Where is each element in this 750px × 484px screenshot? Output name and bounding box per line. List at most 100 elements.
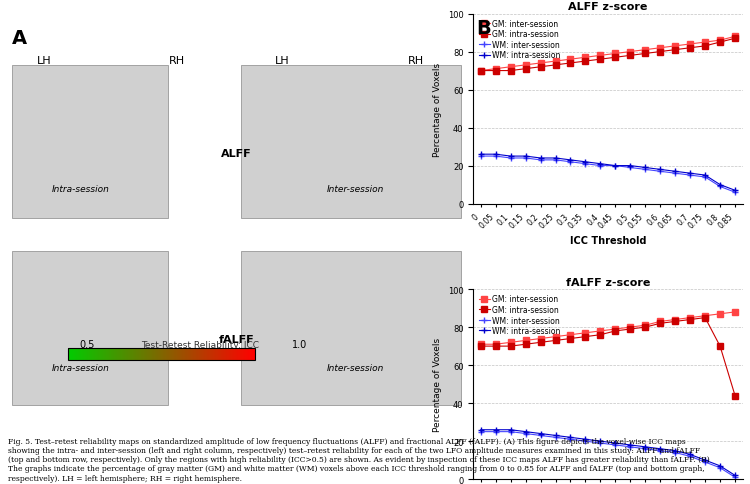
WM: intra-session: (3, 25): intra-session: (3, 25)	[521, 429, 530, 435]
WM: inter-session: (10, 17): inter-session: (10, 17)	[626, 444, 634, 450]
WM: intra-session: (1, 26): intra-session: (1, 26)	[491, 152, 500, 158]
WM: intra-session: (7, 22): intra-session: (7, 22)	[581, 160, 590, 166]
Text: Intra-session: Intra-session	[52, 184, 110, 193]
Line: WM: intra-session: WM: intra-session	[478, 427, 738, 478]
Text: A: A	[12, 29, 27, 47]
GM: intra-session: (9, 78): intra-session: (9, 78)	[610, 328, 620, 334]
WM: intra-session: (9, 19): intra-session: (9, 19)	[610, 440, 620, 446]
Text: Fig. 5. Test–retest reliability maps on standardized amplitude of low frequency : Fig. 5. Test–retest reliability maps on …	[8, 437, 710, 482]
GM: intra-session: (0, 70): intra-session: (0, 70)	[476, 69, 485, 75]
GM: inter-session: (11, 81): inter-session: (11, 81)	[640, 47, 650, 53]
GM: intra-session: (11, 80): intra-session: (11, 80)	[640, 325, 650, 331]
GM: inter-session: (9, 79): inter-session: (9, 79)	[610, 51, 620, 57]
Text: LH: LH	[37, 56, 52, 66]
GM: inter-session: (10, 80): inter-session: (10, 80)	[626, 49, 634, 55]
Text: 1.0: 1.0	[292, 339, 307, 349]
GM: intra-session: (16, 85): intra-session: (16, 85)	[716, 40, 724, 46]
GM: inter-session: (6, 76): inter-session: (6, 76)	[566, 57, 575, 63]
WM: intra-session: (10, 20): intra-session: (10, 20)	[626, 163, 634, 169]
GM: intra-session: (4, 72): intra-session: (4, 72)	[536, 340, 545, 346]
WM: inter-session: (8, 19): inter-session: (8, 19)	[596, 440, 605, 446]
Text: Test-Retest Reliability: ICC: Test-Retest Reliability: ICC	[141, 340, 259, 349]
WM: inter-session: (6, 21): inter-session: (6, 21)	[566, 437, 575, 442]
WM: inter-session: (10, 19): inter-session: (10, 19)	[626, 165, 634, 171]
GM: intra-session: (12, 80): intra-session: (12, 80)	[656, 49, 664, 55]
WM: intra-session: (13, 15): intra-session: (13, 15)	[670, 448, 680, 454]
WM: intra-session: (17, 7): intra-session: (17, 7)	[730, 188, 740, 194]
WM: inter-session: (0, 25): inter-session: (0, 25)	[476, 154, 485, 160]
WM: intra-session: (12, 16): intra-session: (12, 16)	[656, 446, 664, 452]
WM: inter-session: (16, 9): inter-session: (16, 9)	[716, 184, 724, 190]
GM: inter-session: (12, 82): inter-session: (12, 82)	[656, 46, 664, 52]
GM: intra-session: (8, 76): intra-session: (8, 76)	[596, 57, 605, 63]
GM: intra-session: (15, 83): intra-session: (15, 83)	[700, 44, 709, 50]
WM: intra-session: (4, 24): intra-session: (4, 24)	[536, 431, 545, 437]
WM: intra-session: (0, 26): intra-session: (0, 26)	[476, 427, 485, 433]
Line: GM: intra-session: GM: intra-session	[478, 36, 738, 74]
WM: inter-session: (4, 23): inter-session: (4, 23)	[536, 433, 545, 439]
GM: inter-session: (9, 79): inter-session: (9, 79)	[610, 326, 620, 332]
Text: LH: LH	[275, 56, 290, 66]
GM: inter-session: (15, 86): inter-session: (15, 86)	[700, 313, 709, 319]
WM: intra-session: (12, 18): intra-session: (12, 18)	[656, 167, 664, 173]
GM: inter-session: (14, 85): inter-session: (14, 85)	[686, 315, 694, 321]
WM: intra-session: (9, 20): intra-session: (9, 20)	[610, 163, 620, 169]
GM: inter-session: (8, 78): inter-session: (8, 78)	[596, 53, 605, 59]
Text: ALFF: ALFF	[221, 149, 252, 159]
X-axis label: ICC Threshold: ICC Threshold	[569, 236, 646, 246]
GM: inter-session: (8, 78): inter-session: (8, 78)	[596, 328, 605, 334]
GM: inter-session: (7, 77): inter-session: (7, 77)	[581, 330, 590, 336]
GM: intra-session: (5, 73): intra-session: (5, 73)	[551, 338, 560, 344]
Bar	[12, 66, 168, 219]
GM: inter-session: (2, 72): inter-session: (2, 72)	[506, 65, 515, 71]
GM: inter-session: (16, 86): inter-session: (16, 86)	[716, 38, 724, 44]
GM: intra-session: (9, 77): intra-session: (9, 77)	[610, 55, 620, 61]
GM: intra-session: (11, 79): intra-session: (11, 79)	[640, 51, 650, 57]
GM: inter-session: (0, 71): inter-session: (0, 71)	[476, 342, 485, 348]
WM: intra-session: (6, 22): intra-session: (6, 22)	[566, 435, 575, 440]
GM: intra-session: (13, 83): intra-session: (13, 83)	[670, 319, 680, 325]
Title: fALFF z-score: fALFF z-score	[566, 277, 650, 287]
Line: GM: inter-session: GM: inter-session	[478, 34, 738, 74]
WM: inter-session: (14, 15): inter-session: (14, 15)	[686, 173, 694, 179]
WM: intra-session: (16, 10): intra-session: (16, 10)	[716, 182, 724, 188]
Line: WM: inter-session: WM: inter-session	[478, 154, 738, 196]
GM: inter-session: (17, 88): inter-session: (17, 88)	[730, 309, 740, 315]
WM: inter-session: (17, 1): inter-session: (17, 1)	[730, 474, 740, 480]
WM: inter-session: (1, 25): inter-session: (1, 25)	[491, 429, 500, 435]
Text: Inter-session: Inter-session	[327, 184, 385, 193]
GM: intra-session: (10, 78): intra-session: (10, 78)	[626, 53, 634, 59]
GM: intra-session: (14, 84): intra-session: (14, 84)	[686, 317, 694, 323]
GM: inter-session: (11, 81): inter-session: (11, 81)	[640, 323, 650, 329]
GM: inter-session: (4, 74): inter-session: (4, 74)	[536, 336, 545, 342]
WM: intra-session: (11, 19): intra-session: (11, 19)	[640, 165, 650, 171]
GM: inter-session: (5, 75): inter-session: (5, 75)	[551, 59, 560, 65]
GM: intra-session: (10, 79): intra-session: (10, 79)	[626, 326, 634, 332]
GM: inter-session: (10, 80): inter-session: (10, 80)	[626, 325, 634, 331]
GM: inter-session: (1, 71): inter-session: (1, 71)	[491, 342, 500, 348]
WM: intra-session: (1, 26): intra-session: (1, 26)	[491, 427, 500, 433]
WM: intra-session: (2, 25): intra-session: (2, 25)	[506, 154, 515, 160]
WM: inter-session: (0, 25): inter-session: (0, 25)	[476, 429, 485, 435]
Line: GM: intra-session: GM: intra-session	[478, 315, 738, 398]
GM: inter-session: (2, 72): inter-session: (2, 72)	[506, 340, 515, 346]
Text: Intra-session: Intra-session	[52, 363, 110, 372]
WM: inter-session: (6, 22): inter-session: (6, 22)	[566, 160, 575, 166]
WM: intra-session: (13, 17): intra-session: (13, 17)	[670, 169, 680, 175]
GM: intra-session: (8, 76): intra-session: (8, 76)	[596, 332, 605, 338]
WM: intra-session: (8, 20): intra-session: (8, 20)	[596, 439, 605, 444]
WM: intra-session: (5, 23): intra-session: (5, 23)	[551, 433, 560, 439]
WM: inter-session: (16, 6): inter-session: (16, 6)	[716, 465, 724, 470]
WM: inter-session: (2, 25): inter-session: (2, 25)	[506, 429, 515, 435]
WM: inter-session: (5, 22): inter-session: (5, 22)	[551, 435, 560, 440]
WM: inter-session: (3, 24): inter-session: (3, 24)	[521, 156, 530, 162]
WM: intra-session: (16, 7): intra-session: (16, 7)	[716, 463, 724, 469]
WM: intra-session: (8, 21): intra-session: (8, 21)	[596, 162, 605, 167]
WM: inter-session: (11, 18): inter-session: (11, 18)	[640, 167, 650, 173]
GM: intra-session: (15, 85): intra-session: (15, 85)	[700, 315, 709, 321]
Bar	[12, 252, 168, 405]
WM: inter-session: (13, 14): inter-session: (13, 14)	[670, 450, 680, 455]
WM: intra-session: (10, 18): intra-session: (10, 18)	[626, 442, 634, 448]
WM: intra-session: (11, 17): intra-session: (11, 17)	[640, 444, 650, 450]
Y-axis label: Percentage of Voxels: Percentage of Voxels	[433, 62, 442, 156]
